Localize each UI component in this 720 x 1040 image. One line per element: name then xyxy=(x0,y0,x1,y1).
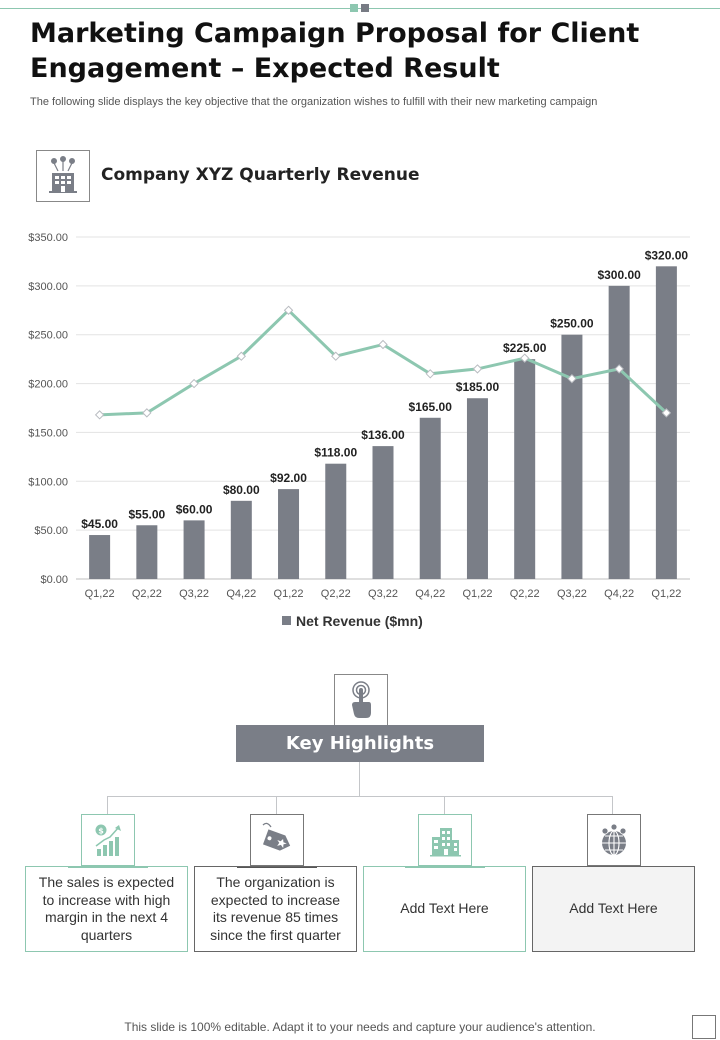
y-tick-label: $100.00 xyxy=(28,476,68,488)
bar xyxy=(514,359,536,579)
global-team-icon xyxy=(574,814,654,868)
y-tick-label: $250.00 xyxy=(28,330,68,342)
y-tick-label: $0.00 xyxy=(40,574,68,586)
bar xyxy=(655,266,677,579)
y-tick-label: $150.00 xyxy=(28,427,68,439)
bar xyxy=(325,463,347,579)
x-tick-label: Q1,22 xyxy=(651,588,681,600)
trend-marker xyxy=(519,353,530,363)
trend-marker xyxy=(567,373,577,384)
highlight-card-2: The organization is expected to increase… xyxy=(194,866,357,952)
x-tick-label: Q3,22 xyxy=(368,588,398,600)
bar xyxy=(608,285,630,579)
y-tick-label: $200.00 xyxy=(28,379,68,391)
bar xyxy=(372,446,394,579)
bar-data-label: $136.00 xyxy=(361,428,405,442)
office-building-icon xyxy=(405,814,485,868)
x-tick-label: Q1,22 xyxy=(462,588,492,600)
bar-data-label: $55.00 xyxy=(128,507,165,521)
legend-swatch xyxy=(282,616,291,625)
revenue-chart: $0.00$50.00$100.00$150.00$200.00$250.00$… xyxy=(28,232,690,629)
x-tick-label: Q2,22 xyxy=(132,588,162,600)
top-accent-line xyxy=(0,8,720,9)
y-tick-label: $50.00 xyxy=(34,525,68,537)
key-highlights-title: Key Highlights xyxy=(236,725,484,762)
connector-drop-1 xyxy=(107,796,108,814)
bar xyxy=(419,417,441,579)
bar-data-label: $45.00 xyxy=(81,517,118,531)
x-tick-label: Q4,22 xyxy=(226,588,256,600)
x-tick-label: Q2,22 xyxy=(321,588,351,600)
x-tick-label: Q2,22 xyxy=(510,588,540,600)
x-tick-label: Q3,22 xyxy=(179,588,209,600)
top-accent-square-green xyxy=(350,4,358,12)
bar xyxy=(466,398,488,579)
trend-marker xyxy=(425,369,435,379)
bar-data-label: $92.00 xyxy=(270,471,307,485)
bar xyxy=(561,334,583,579)
highlight-card-4: Add Text Here xyxy=(532,866,695,952)
connector-trunk xyxy=(359,762,360,797)
highlight-card-1: The sales is expected to increase with h… xyxy=(25,866,188,952)
bar xyxy=(183,520,205,579)
connector-horizontal xyxy=(107,796,613,797)
trend-marker xyxy=(142,408,152,418)
legend-label: Net Revenue ($mn) xyxy=(296,613,423,629)
bar-data-label: $300.00 xyxy=(597,268,641,282)
bar-data-label: $250.00 xyxy=(550,317,594,331)
svg-text:$: $ xyxy=(98,827,104,836)
bar-data-label: $185.00 xyxy=(456,380,500,394)
page-title: Marketing Campaign Proposal for Client E… xyxy=(30,18,640,84)
page-subtitle: The following slide displays the key obj… xyxy=(30,96,598,108)
x-tick-label: Q4,22 xyxy=(415,588,445,600)
trend-marker xyxy=(378,339,388,350)
top-accent-square-gray xyxy=(361,4,369,12)
price-tag-icon xyxy=(237,814,317,868)
trend-marker xyxy=(283,305,294,315)
pointer-hand-icon xyxy=(334,674,388,726)
connector-drop-4 xyxy=(612,796,613,814)
x-tick-label: Q4,22 xyxy=(604,588,634,600)
trend-marker xyxy=(614,364,624,374)
trend-marker xyxy=(94,410,105,420)
bar-data-label: $118.00 xyxy=(314,446,357,460)
trend-marker xyxy=(331,351,341,361)
bar xyxy=(89,535,111,579)
y-tick-label: $300.00 xyxy=(28,281,68,293)
connector-drop-2 xyxy=(276,796,277,814)
connector-drop-3 xyxy=(444,796,445,814)
building-network-icon xyxy=(36,150,90,202)
bar-data-label: $225.00 xyxy=(503,341,547,355)
x-tick-label: Q1,22 xyxy=(85,588,115,600)
trend-marker xyxy=(189,378,199,389)
bar xyxy=(230,500,252,579)
x-tick-label: Q3,22 xyxy=(557,588,587,600)
x-tick-label: Q1,22 xyxy=(274,588,304,600)
y-tick-label: $350.00 xyxy=(28,232,68,244)
bar-data-label: $80.00 xyxy=(223,483,260,497)
bar-data-label: $60.00 xyxy=(176,502,213,516)
chart-heading: Company XYZ Quarterly Revenue xyxy=(101,165,420,185)
highlight-card-3: Add Text Here xyxy=(363,866,526,952)
sales-growth-icon: $ xyxy=(68,814,148,868)
trend-marker xyxy=(236,351,247,361)
bar-data-label: $320.00 xyxy=(645,248,689,262)
footer-note: This slide is 100% editable. Adapt it to… xyxy=(124,1020,596,1034)
bar xyxy=(136,525,158,579)
trend-marker xyxy=(472,364,483,374)
corner-placeholder-box xyxy=(692,1015,716,1039)
trend-marker xyxy=(661,408,672,418)
bar-data-label: $165.00 xyxy=(409,400,453,414)
bar xyxy=(278,489,300,579)
